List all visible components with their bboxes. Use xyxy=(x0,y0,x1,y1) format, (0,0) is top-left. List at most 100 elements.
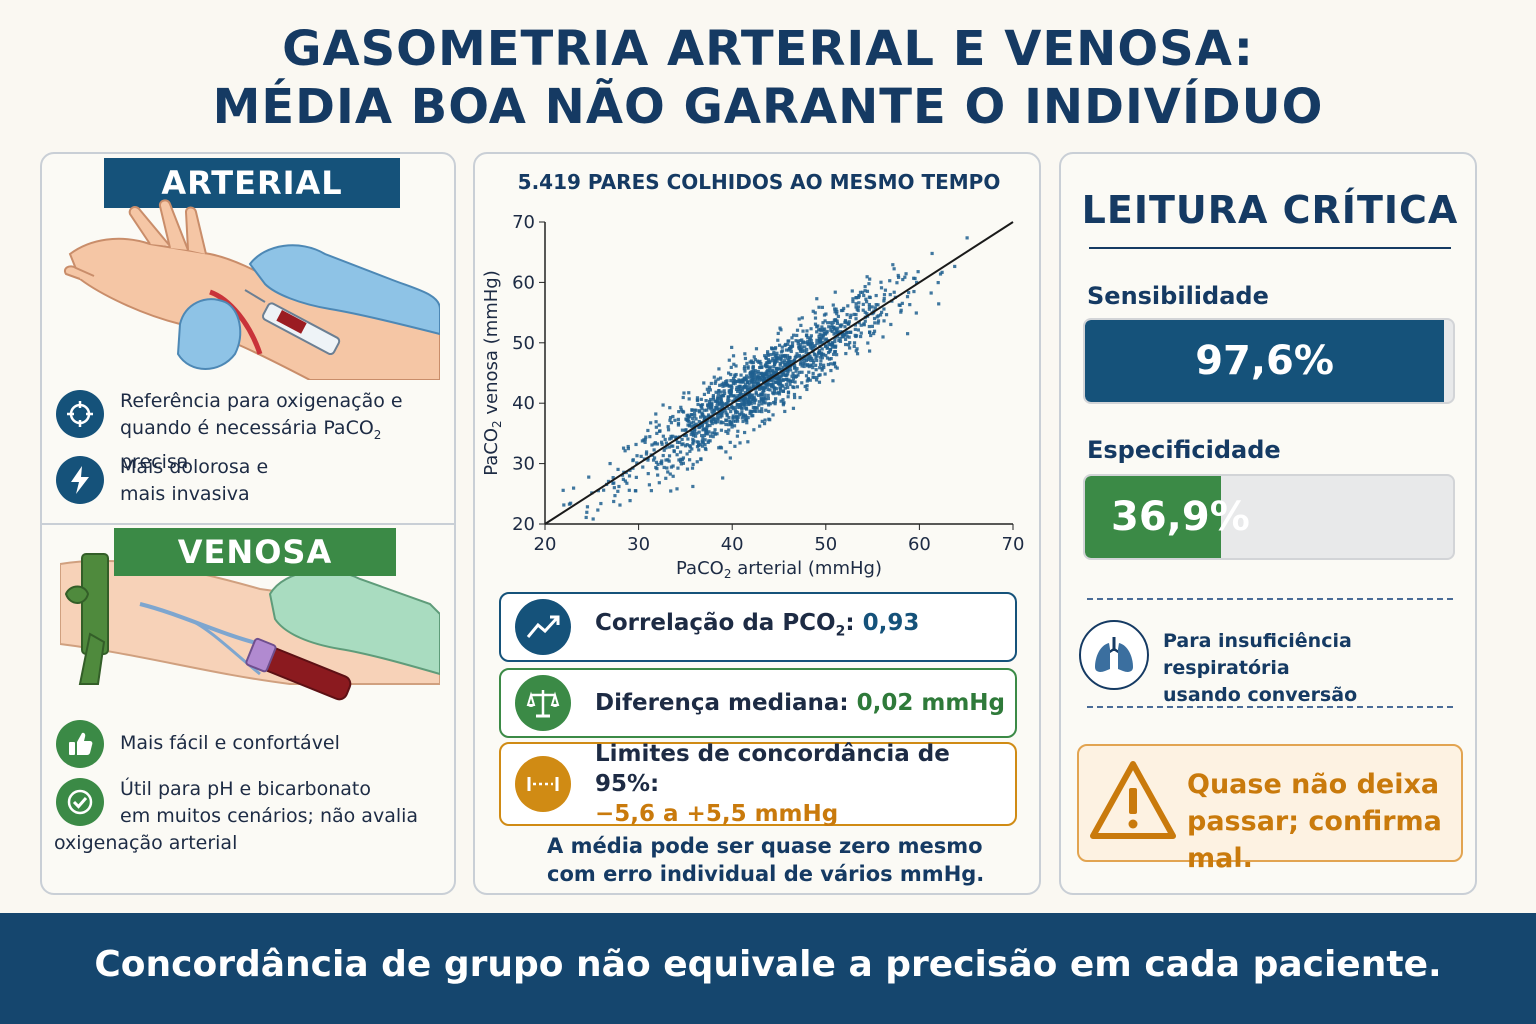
scatter-point xyxy=(746,416,750,420)
scatter-point xyxy=(778,326,782,330)
scatter-point xyxy=(856,305,861,309)
scatter-point xyxy=(808,378,812,382)
scatter-point xyxy=(743,396,747,400)
y-tick-label: 60 xyxy=(512,272,535,293)
scatter-point xyxy=(776,377,780,381)
scatter-point xyxy=(842,306,846,311)
scatter-point xyxy=(786,391,791,395)
scatter-point xyxy=(775,391,779,395)
scatter-point xyxy=(803,345,807,349)
scatter-point xyxy=(719,390,723,394)
scatter-point xyxy=(714,390,718,394)
scatter-point xyxy=(731,414,735,418)
scatter-point xyxy=(738,398,742,402)
scatter-point xyxy=(758,359,762,364)
scatter-point xyxy=(691,442,695,446)
scatter-point xyxy=(816,324,820,328)
scatter-point xyxy=(815,297,819,301)
scatter-chart: 20 30 40 50 60 70 20 30 40 50 60 70 PaCO2 arterial… xyxy=(481,212,1024,581)
scatter-point xyxy=(745,374,749,378)
scatter-point xyxy=(757,400,761,404)
scatter-point xyxy=(905,295,910,299)
scatter-point xyxy=(854,305,858,309)
scatter-point xyxy=(777,367,781,371)
scatter-point xyxy=(803,384,807,389)
scatter-point xyxy=(751,384,755,388)
scatter-point xyxy=(841,308,845,313)
scatter-point xyxy=(717,403,721,407)
scatter-point xyxy=(822,329,826,333)
scatter-point xyxy=(823,332,828,336)
scatter-point xyxy=(831,379,835,383)
x-axis-label: PaCO2 arterial (mmHg) xyxy=(676,558,882,581)
scatter-point xyxy=(801,329,805,333)
scatter-point xyxy=(818,366,822,370)
scatter-point xyxy=(848,315,852,320)
scatter-point xyxy=(732,424,737,428)
scatter-point xyxy=(749,410,754,414)
scatter-point xyxy=(854,296,858,300)
scatter-point xyxy=(873,321,877,325)
scatter-point xyxy=(809,327,813,331)
scatter-point xyxy=(689,421,693,425)
scatter-point xyxy=(806,378,810,382)
scatter-point xyxy=(752,409,756,413)
scatter-point xyxy=(764,356,768,360)
scatter-point xyxy=(666,428,671,432)
trend-up-icon xyxy=(515,599,571,655)
scatter-point xyxy=(648,435,652,439)
scatter-point xyxy=(660,459,664,463)
scatter-point xyxy=(754,398,758,402)
scatter-point xyxy=(765,369,770,373)
scatter-point xyxy=(903,275,907,279)
scatter-point xyxy=(707,415,711,419)
scatter-point xyxy=(750,399,754,403)
scatter-point xyxy=(753,377,758,381)
scatter-point xyxy=(892,267,896,271)
scatter-point xyxy=(731,376,736,381)
scatter-point xyxy=(756,369,760,374)
scatter-point xyxy=(831,352,836,356)
scatter-point xyxy=(676,423,681,427)
scatter-point xyxy=(704,399,708,403)
scatter-point xyxy=(750,369,754,374)
scatter-point xyxy=(706,432,710,436)
scatter-point xyxy=(802,356,807,360)
scatter-point xyxy=(718,400,723,404)
scatter-point xyxy=(772,401,776,405)
x-ticks: 20 30 40 50 60 70 xyxy=(534,524,1024,555)
scatter-point xyxy=(794,339,798,343)
scatter-point xyxy=(667,445,671,449)
scatter-point xyxy=(702,381,706,385)
scatter-point xyxy=(800,338,804,342)
stat-median-difference-value: 0,02 mmHg xyxy=(856,690,1005,716)
scatter-point xyxy=(899,310,903,314)
scatter-point xyxy=(741,419,745,424)
scatter-point xyxy=(634,442,638,447)
thumbs-up-icon xyxy=(56,720,104,768)
scatter-point xyxy=(727,423,731,427)
scatter-point xyxy=(751,366,755,370)
scatter-point xyxy=(751,381,755,385)
scatter-point xyxy=(612,499,616,504)
scatter-point xyxy=(704,430,708,435)
scatter-point xyxy=(863,289,867,293)
scatter-point xyxy=(762,386,766,390)
scatter-point xyxy=(754,371,758,375)
sensitivity-bar-fill: 97,6% xyxy=(1085,320,1445,402)
scatter-point xyxy=(729,365,733,370)
stat-limits-of-agreement: Limites de concordância de 95%: −5,6 a +… xyxy=(499,741,1017,827)
scatter-point xyxy=(859,331,863,335)
scatter-point xyxy=(739,380,743,384)
scatter-point xyxy=(907,290,911,295)
scatter-point xyxy=(835,353,839,357)
lightning-icon xyxy=(56,456,104,504)
scatter-point xyxy=(867,305,872,309)
scatter-point xyxy=(705,387,709,391)
scatter-point xyxy=(867,302,871,307)
scatter-point xyxy=(780,367,784,371)
scatter-point xyxy=(799,323,803,328)
scatter-point xyxy=(796,339,800,343)
scatter-point xyxy=(813,322,818,326)
scatter-point xyxy=(862,323,866,327)
